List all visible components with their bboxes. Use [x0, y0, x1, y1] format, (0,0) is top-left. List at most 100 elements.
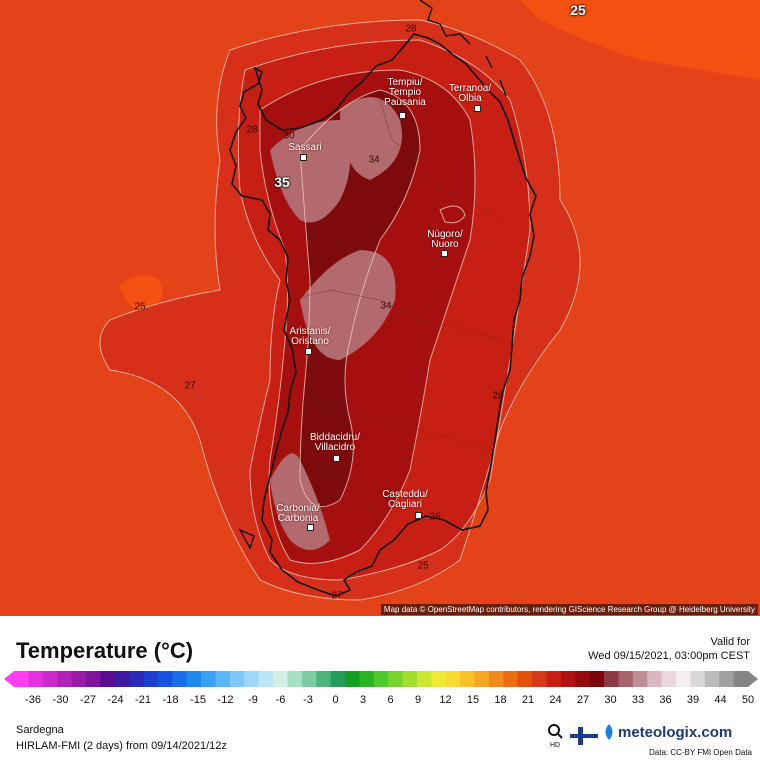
scale-arrow-right — [748, 671, 758, 687]
contour-35-north2 — [340, 97, 402, 180]
scale-tick-label: -12 — [217, 694, 234, 706]
scale-color-swatch — [258, 671, 274, 687]
city-marker-nuoro — [441, 250, 448, 257]
scale-color-swatch — [690, 671, 706, 687]
isotherm-label: 25 — [417, 560, 429, 572]
scale-color-swatch — [229, 671, 245, 687]
temperature-map[interactable]: Map data © OpenStreetMap contributors, r… — [0, 0, 760, 616]
scale-color-swatch — [330, 671, 346, 687]
isotherm-label: 34 — [380, 300, 392, 312]
scale-color-swatch — [71, 671, 87, 687]
scale-color-swatch — [14, 671, 29, 687]
meteologix-logo-icon — [605, 724, 613, 740]
scale-color-swatch — [575, 671, 591, 687]
map-canvas — [99, 0, 760, 601]
big-isotherm-label: 25 — [570, 2, 586, 18]
scale-color-swatch — [704, 671, 720, 687]
city-marker-carbonia — [307, 524, 314, 531]
scale-tick-label: 9 — [414, 694, 422, 706]
scale-color-swatch — [114, 671, 130, 687]
contour-35-south — [270, 453, 330, 550]
scale-color-swatch — [186, 671, 202, 687]
scale-color-swatch — [201, 671, 216, 687]
scale-color-swatch — [215, 671, 231, 687]
svg-text:HD: HD — [550, 742, 560, 748]
contour-35-north — [270, 120, 350, 223]
valid-time: Wed 09/15/2021, 03:00pm CEST — [588, 650, 750, 662]
city-marker-olbia — [474, 105, 481, 112]
brand-name[interactable]: meteologix.com — [618, 724, 733, 741]
scale-color-swatch — [474, 671, 490, 687]
isotherm-label: 28 — [246, 124, 258, 136]
scale-tick-label: -27 — [80, 694, 96, 706]
scale-color-swatch — [85, 671, 101, 687]
scale-tick-label: 6 — [387, 694, 394, 706]
scale-color-swatch — [618, 671, 634, 687]
scale-tick-label: 12 — [439, 694, 452, 706]
scale-tick-label: 3 — [359, 694, 367, 706]
scale-tick-label: -15 — [190, 694, 206, 706]
sea-patch-w — [120, 275, 163, 311]
magnifier-hd-icon[interactable]: HD — [546, 722, 566, 748]
legend-footer: Temperature (°C) Valid for Wed 09/15/202… — [0, 616, 760, 760]
city-label-oristano: Aristanis/ Oristano — [289, 326, 331, 347]
isotherm-lines — [99, 19, 581, 601]
scale-color-swatch — [733, 671, 749, 687]
scale-arrow-left — [4, 671, 14, 687]
scale-tick-label: 21 — [521, 694, 535, 706]
city-marker-tempio — [399, 112, 406, 119]
scale-color-swatch — [345, 671, 360, 687]
scale-color-swatch — [316, 671, 332, 687]
scale-tick-label: -36 — [25, 694, 41, 706]
city-label-sassari: Sassari — [288, 142, 322, 153]
contour-35-center — [300, 250, 396, 360]
scale-tick-label: 15 — [466, 694, 480, 706]
scale-tick-label: 39 — [686, 694, 700, 706]
scale-color-swatch — [57, 671, 73, 687]
city-label-cagliari: Casteddu/ Cagliari — [382, 489, 428, 510]
big-isotherm-label: 35 — [274, 174, 290, 190]
scale-tick-label: 36 — [659, 694, 672, 706]
scale-color-swatch — [589, 671, 605, 687]
scale-tick-label: -30 — [52, 694, 69, 706]
city-label-tempio: Tempiu/ Tempio Pausania — [384, 77, 426, 108]
scale-color-swatch — [416, 671, 432, 687]
data-source: Data: CC-BY FMI Open Data — [649, 748, 752, 757]
scale-color-swatch — [517, 671, 533, 687]
scale-color-swatch — [488, 671, 504, 687]
isotherm-label: 26 — [429, 511, 441, 523]
isotherm-label: 28 — [492, 390, 504, 402]
scale-color-swatch — [604, 671, 619, 687]
scale-color-swatch — [301, 671, 317, 687]
scale-color-swatch — [42, 671, 58, 687]
scale-color-swatch — [373, 671, 389, 687]
region-name: Sardegna — [16, 724, 64, 736]
scale-tick-label: -3 — [303, 694, 313, 706]
isotherm-label: 28 — [405, 23, 417, 35]
scale-color-swatch — [287, 671, 303, 687]
color-scale-bar — [4, 671, 758, 687]
scale-color-swatch — [359, 671, 375, 687]
city-label-carbonia: Carbonia/ Carbonia — [276, 503, 320, 524]
scale-tick-label: 33 — [631, 694, 645, 706]
city-label-olbia: Terranoa/ Olbia — [448, 83, 492, 104]
valid-label: Valid for — [710, 636, 750, 648]
finland-flag-icon — [570, 727, 598, 745]
color-scale-ticks: -36 -30 -27 -24 -21 -18 -15 -12 -9 -6 -3 0 3 6 9 12 15 18… — [0, 694, 760, 708]
scale-color-swatch — [661, 671, 677, 687]
city-label-nuoro: Nùgoro/ Nuoro — [427, 229, 463, 250]
scale-color-swatch — [402, 671, 418, 687]
scale-color-swatch — [431, 671, 447, 687]
scale-color-swatch — [244, 671, 260, 687]
scale-color-swatch — [632, 671, 648, 687]
scale-color-swatch — [143, 671, 159, 687]
scale-color-swatch — [388, 671, 404, 687]
scale-tick-label: -24 — [107, 694, 124, 706]
scale-color-swatch — [28, 671, 44, 687]
isotherm-label: 27 — [184, 380, 196, 392]
scale-tick-label: 24 — [549, 694, 562, 706]
scale-tick-label: 18 — [494, 694, 507, 706]
scale-color-swatch — [460, 671, 476, 687]
isotherm-label: 30 — [283, 130, 295, 142]
scale-tick-label: 44 — [714, 694, 727, 706]
